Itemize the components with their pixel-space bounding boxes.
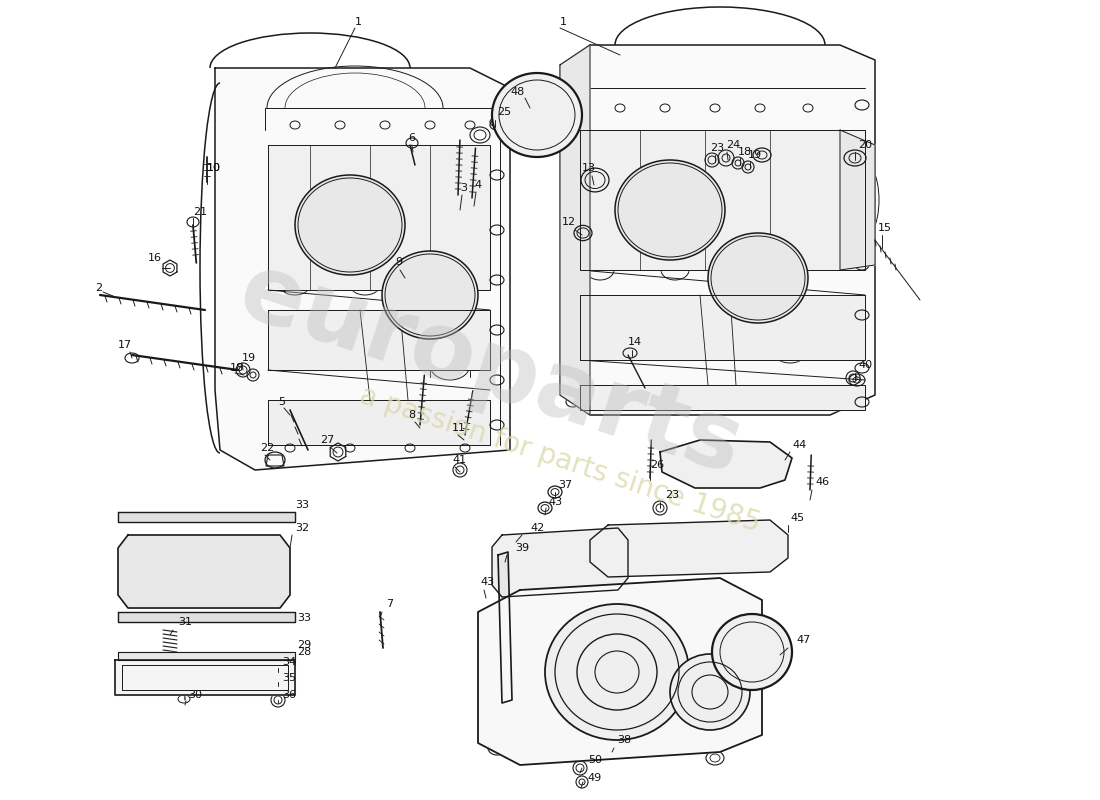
Text: 33: 33	[295, 500, 309, 510]
Text: 9: 9	[395, 257, 403, 267]
Polygon shape	[268, 400, 490, 445]
Text: 4: 4	[474, 180, 481, 190]
Text: 45: 45	[790, 513, 804, 523]
Text: 43: 43	[548, 497, 562, 507]
Ellipse shape	[708, 233, 808, 323]
Ellipse shape	[492, 73, 582, 157]
Text: 14: 14	[628, 337, 642, 347]
Polygon shape	[660, 440, 792, 488]
Text: 38: 38	[617, 735, 631, 745]
Ellipse shape	[544, 604, 689, 740]
Polygon shape	[118, 612, 295, 622]
Text: 19: 19	[242, 353, 256, 363]
Text: 15: 15	[878, 223, 892, 233]
Polygon shape	[580, 130, 865, 270]
Text: 33: 33	[297, 613, 311, 623]
Ellipse shape	[615, 160, 725, 260]
Text: 7: 7	[386, 599, 393, 609]
Text: 49: 49	[587, 773, 602, 783]
Text: 11: 11	[452, 423, 466, 433]
Polygon shape	[118, 652, 295, 660]
Polygon shape	[498, 552, 512, 703]
Text: 1: 1	[355, 17, 362, 27]
Text: 47: 47	[796, 635, 811, 645]
Text: 2: 2	[95, 283, 102, 293]
Polygon shape	[560, 45, 590, 415]
Text: 6: 6	[408, 133, 415, 143]
Polygon shape	[478, 578, 762, 765]
Ellipse shape	[712, 614, 792, 690]
Text: 36: 36	[282, 690, 296, 700]
Text: 39: 39	[515, 543, 529, 553]
Text: 42: 42	[530, 523, 544, 533]
Polygon shape	[590, 520, 788, 577]
Text: 13: 13	[582, 163, 596, 173]
Text: 48: 48	[510, 87, 525, 97]
Polygon shape	[118, 535, 290, 608]
Text: 44: 44	[792, 440, 806, 450]
Text: 31: 31	[178, 617, 192, 627]
Text: 16: 16	[148, 253, 162, 263]
Text: 17: 17	[118, 340, 132, 350]
Ellipse shape	[382, 251, 478, 339]
Text: 32: 32	[295, 523, 309, 533]
Text: 23: 23	[666, 490, 679, 500]
Polygon shape	[268, 310, 490, 370]
Text: 18: 18	[230, 363, 244, 373]
Text: 43: 43	[480, 577, 494, 587]
Text: 35: 35	[282, 673, 296, 683]
Polygon shape	[580, 295, 865, 360]
Text: 20: 20	[858, 140, 872, 150]
Polygon shape	[840, 130, 874, 270]
Text: 1: 1	[560, 17, 566, 27]
Text: 19: 19	[748, 150, 762, 160]
Text: a passion for parts since 1985: a passion for parts since 1985	[356, 382, 763, 538]
Text: 10: 10	[207, 163, 221, 173]
Text: 18: 18	[738, 147, 752, 157]
Text: 12: 12	[562, 217, 576, 227]
Text: 46: 46	[815, 477, 829, 487]
Text: 26: 26	[650, 460, 664, 470]
Text: 8: 8	[408, 410, 415, 420]
Text: 30: 30	[188, 690, 202, 700]
Text: 25: 25	[497, 107, 512, 117]
Ellipse shape	[670, 654, 750, 730]
Text: 40: 40	[858, 360, 872, 370]
Text: 41: 41	[452, 455, 466, 465]
Polygon shape	[118, 512, 295, 522]
Polygon shape	[116, 660, 295, 695]
Text: 3: 3	[460, 183, 467, 193]
Polygon shape	[214, 68, 510, 470]
Text: 28: 28	[297, 647, 311, 657]
Text: 37: 37	[558, 480, 572, 490]
Polygon shape	[268, 145, 490, 290]
Polygon shape	[492, 528, 628, 597]
Text: 10: 10	[207, 163, 221, 173]
Text: 5: 5	[278, 397, 285, 407]
Text: 23: 23	[710, 143, 724, 153]
Text: 34: 34	[282, 657, 296, 667]
Text: europarts: europarts	[228, 246, 752, 494]
Text: 22: 22	[260, 443, 274, 453]
Text: 24: 24	[726, 140, 740, 150]
Polygon shape	[560, 45, 874, 415]
Text: 27: 27	[320, 435, 334, 445]
Text: 50: 50	[588, 755, 602, 765]
Text: 21: 21	[192, 207, 207, 217]
Text: 29: 29	[297, 640, 311, 650]
Polygon shape	[580, 385, 865, 410]
Ellipse shape	[295, 175, 405, 275]
